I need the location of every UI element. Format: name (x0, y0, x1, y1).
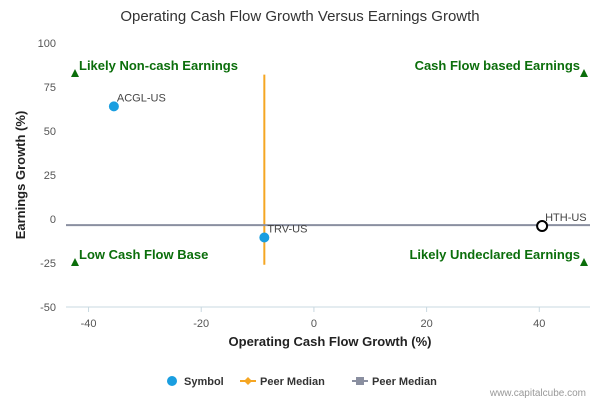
credit-text: www.capitalcube.com (489, 388, 586, 399)
data-point-label: TRV-US (267, 223, 307, 235)
quadrant-label-top-right: Cash Flow based Earnings (415, 58, 580, 73)
x-axis-title: Operating Cash Flow Growth (%) (229, 334, 432, 349)
quadrant-marker-bottom-left (71, 258, 79, 266)
legend-symbol-marker (167, 376, 177, 386)
quadrant-marker-top-left (71, 69, 79, 77)
data-point (108, 101, 119, 112)
data-point-label: ACGL-US (117, 92, 166, 104)
x-tick-label: 40 (533, 318, 545, 330)
y-axis-title: Earnings Growth (%) (13, 111, 28, 240)
y-tick-label: 25 (44, 170, 56, 182)
quadrant-label-top-left: Likely Non-cash Earnings (79, 58, 238, 73)
y-tick-label: -50 (40, 302, 56, 314)
y-tick-label: 75 (44, 82, 56, 94)
data-point (259, 232, 270, 243)
legend-peer-median-marker (356, 377, 364, 385)
y-tick-label: 100 (38, 38, 56, 50)
data-point-label: HTH-US (545, 212, 587, 224)
quadrant-label-bottom-right: Likely Undeclared Earnings (409, 247, 580, 262)
legend-label: Symbol (184, 376, 224, 388)
legend-label: Peer Median (260, 376, 325, 388)
y-tick-label: 0 (50, 214, 56, 226)
x-tick-label: 0 (311, 318, 317, 330)
quadrant-label-bottom-left: Low Cash Flow Base (79, 247, 208, 262)
quadrant-marker-top-right (580, 69, 588, 77)
chart-title: Operating Cash Flow Growth Versus Earnin… (120, 8, 479, 25)
data-point (536, 220, 549, 233)
legend-peer-median-marker (244, 377, 252, 385)
x-tick-label: -40 (81, 318, 97, 330)
x-tick-label: -20 (193, 318, 209, 330)
y-tick-label: 50 (44, 126, 56, 138)
quadrant-marker-bottom-right (580, 258, 588, 266)
x-tick-label: 20 (420, 318, 432, 330)
legend: Symbol Peer Median Peer Median (167, 376, 437, 388)
legend-label: Peer Median (372, 376, 437, 388)
y-tick-label: -25 (40, 258, 56, 270)
plot-area: 100 75 50 25 0 -25 -50 -40 -20 0 20 40 Likely Non-ca… (38, 38, 590, 330)
